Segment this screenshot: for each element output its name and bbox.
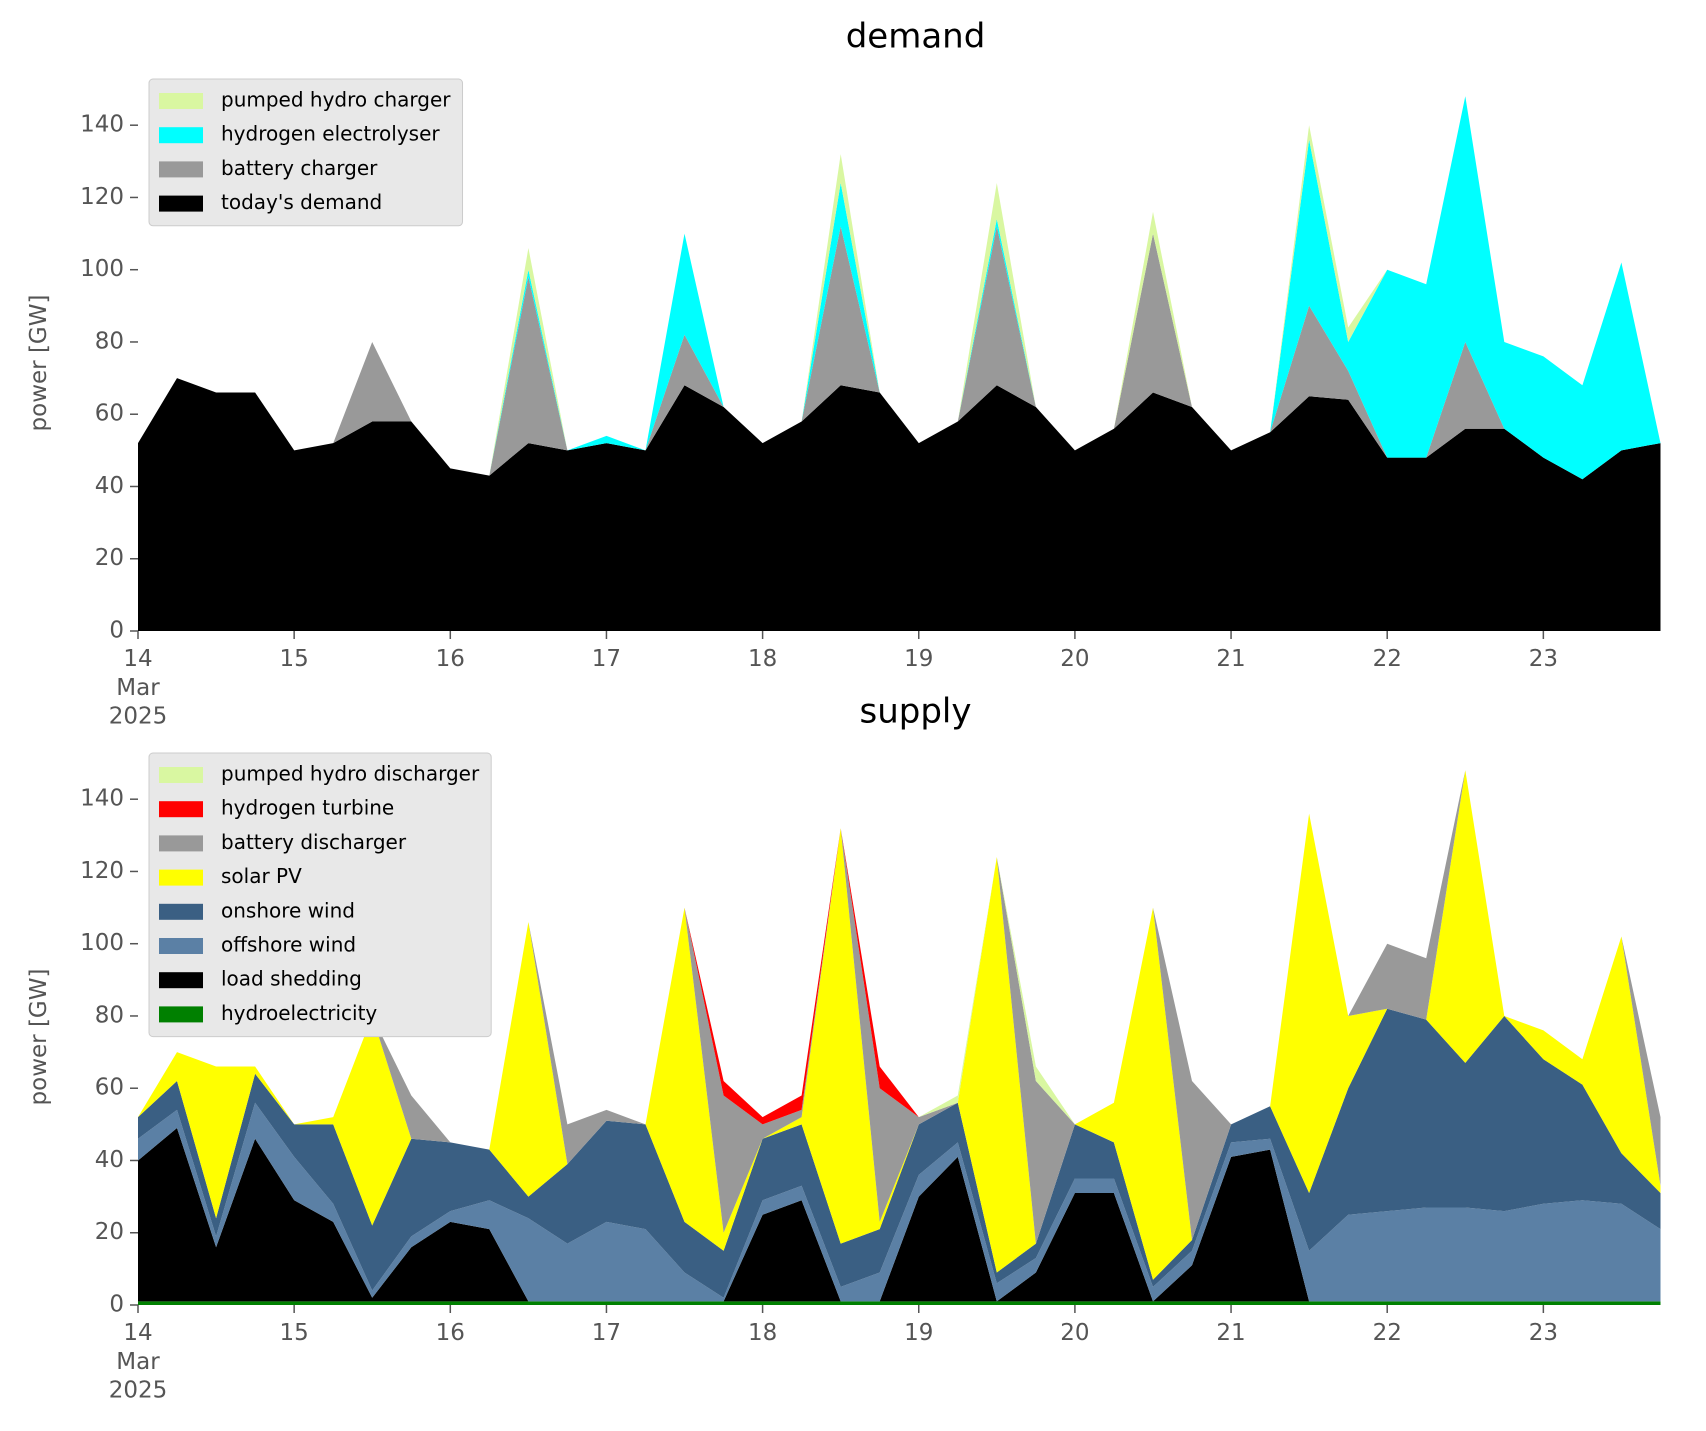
- area: [138, 1102, 1661, 1302]
- legend-label: offshore wind: [221, 933, 356, 957]
- area: [138, 1301, 1661, 1305]
- y-tick-label: 20: [95, 545, 124, 571]
- legend-swatch: [159, 1006, 203, 1023]
- area: [138, 96, 1661, 480]
- legend-swatch: [159, 903, 203, 920]
- legend-swatch: [159, 938, 203, 954]
- area: [138, 770, 1661, 1244]
- x-tick-label: 19: [904, 1320, 933, 1346]
- x-tick-label: 21: [1216, 646, 1245, 672]
- area: [138, 770, 1661, 1280]
- y-tick-label: 80: [95, 1002, 124, 1028]
- legend-label: battery discharger: [221, 830, 407, 854]
- y-tick-label: 60: [95, 1075, 124, 1101]
- y-tick-label: 100: [80, 256, 124, 282]
- y-tick-label: 60: [95, 401, 124, 427]
- y-axis-label: power [GW]: [26, 969, 52, 1106]
- x-tick-label: 17: [592, 646, 621, 672]
- x-tick-label: 15: [280, 646, 309, 672]
- area: [138, 226, 1661, 480]
- x-tick-label: 20: [1060, 646, 1089, 672]
- y-axis-label: power [GW]: [26, 295, 52, 432]
- area: [138, 1008, 1661, 1298]
- legend-label: hydroelectricity: [221, 1001, 377, 1025]
- y-tick-label: 40: [95, 1147, 124, 1173]
- area: [138, 378, 1661, 631]
- legend-label: pumped hydro charger: [221, 88, 451, 112]
- y-tick-label: 120: [80, 858, 124, 884]
- x-tick-label: 18: [748, 646, 777, 672]
- legend-swatch: [159, 835, 203, 852]
- legend-swatch: [159, 93, 203, 109]
- legend-swatch: [159, 195, 203, 212]
- legend-swatch: [159, 972, 203, 989]
- chart-title: supply: [860, 692, 972, 732]
- x-tick-label: 23: [1529, 1320, 1558, 1346]
- x-tick-label: 22: [1373, 646, 1402, 672]
- legend-label: load shedding: [221, 967, 362, 991]
- legend-swatch: [159, 869, 203, 886]
- legend: pumped hydro charger hydrogen electrolyse…: [148, 78, 464, 227]
- legend-swatch: [159, 801, 203, 818]
- legend: pumped hydro discharger hydrogen turbine b…: [148, 752, 492, 1038]
- x-tick-label: 19: [904, 646, 933, 672]
- x-tick-label: 18: [748, 1320, 777, 1346]
- x-tick-label: 16: [436, 646, 465, 672]
- x-tick-label: 16: [436, 1320, 465, 1346]
- legend-label: battery charger: [221, 156, 378, 180]
- legend-box: [148, 78, 464, 227]
- y-tick-label: 140: [80, 786, 124, 812]
- legend-label: onshore wind: [221, 898, 355, 922]
- y-tick-label: 40: [95, 473, 124, 499]
- legend-label: hydrogen turbine: [221, 796, 394, 820]
- x-tick-label: 17: [592, 1320, 621, 1346]
- legend-label: solar PV: [221, 864, 302, 888]
- y-tick-label: 20: [95, 1219, 124, 1245]
- y-tick-label: 0: [109, 618, 124, 644]
- area: [138, 1128, 1661, 1302]
- legend-swatch: [159, 767, 203, 783]
- legend-swatch: [159, 127, 203, 144]
- legend-swatch: [159, 161, 203, 178]
- legend-label: pumped hydro discharger: [221, 762, 480, 786]
- x-tick-label: 22: [1373, 1320, 1402, 1346]
- chart-title: demand: [846, 17, 986, 57]
- y-tick-label: 100: [80, 930, 124, 956]
- y-tick-label: 0: [109, 1292, 124, 1318]
- x-tick-label: 14 Mar 2025: [109, 646, 168, 730]
- legend-label: today's demand: [221, 190, 382, 214]
- y-tick-label: 120: [80, 184, 124, 210]
- x-tick-label: 21: [1216, 1320, 1245, 1346]
- x-tick-label: 20: [1060, 1320, 1089, 1346]
- y-tick-label: 140: [80, 112, 124, 138]
- x-tick-label: 15: [280, 1320, 309, 1346]
- x-tick-label: 14 Mar 2025: [109, 1320, 168, 1404]
- legend-box: [148, 752, 492, 1038]
- y-tick-label: 80: [95, 328, 124, 354]
- legend-label: hydrogen electrolyser: [221, 122, 440, 146]
- x-tick-label: 23: [1529, 646, 1558, 672]
